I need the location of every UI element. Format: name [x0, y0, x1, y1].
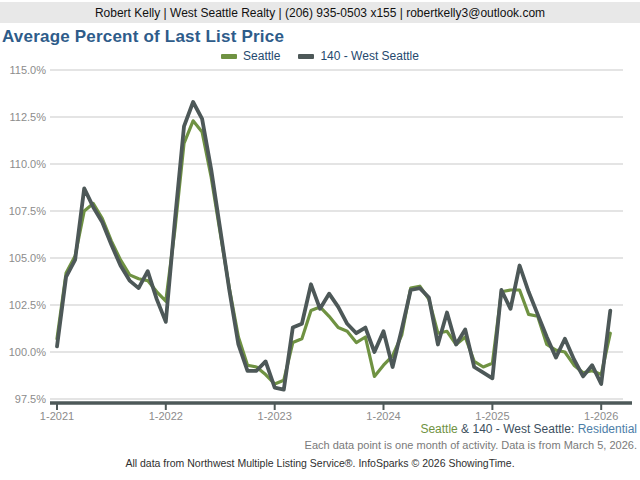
gridlines-and-yaxis: 115.0% 112.5% 110.0% 107.5% 105.0% 102.5% 100.… — [9, 64, 623, 405]
svg-text:1-2025: 1-2025 — [475, 410, 509, 422]
attribution-area: 140 - West Seattle: — [472, 422, 574, 436]
svg-text:1-2023: 1-2023 — [258, 410, 292, 422]
svg-text:1-2021: 1-2021 — [40, 410, 74, 422]
svg-text:100.0%: 100.0% — [9, 346, 47, 358]
chart-attribution: Seattle & 140 - West Seattle: Residentia… — [420, 422, 637, 436]
svg-text:107.5%: 107.5% — [9, 205, 47, 217]
attribution-amp: & — [458, 422, 473, 436]
svg-text:102.5%: 102.5% — [9, 299, 47, 311]
copyright-credit: All data from Northwest Multiple Listing… — [0, 457, 640, 469]
series-line-west-seattle — [57, 102, 610, 390]
svg-text:97.5%: 97.5% — [15, 393, 46, 405]
data-note: Each data point is one month of activity… — [305, 439, 637, 451]
page-title: Average Percent of Last List Price — [2, 27, 284, 47]
attribution-seattle: Seattle — [420, 422, 457, 436]
contact-header-text: Robert Kelly | West Seattle Realty | (20… — [95, 6, 545, 20]
svg-text:1-2026: 1-2026 — [584, 410, 618, 422]
svg-text:1-2022: 1-2022 — [149, 410, 183, 422]
svg-text:112.5%: 112.5% — [10, 111, 47, 123]
attribution-property-type: Residential — [574, 422, 637, 436]
svg-text:115.0%: 115.0% — [10, 64, 47, 76]
x-axis: 1-2021 1-2022 1-2023 1-2024 1-2025 1-2026 — [40, 403, 632, 422]
svg-text:110.0%: 110.0% — [10, 158, 47, 170]
series-line-seattle — [57, 121, 610, 384]
svg-text:105.0%: 105.0% — [9, 252, 47, 264]
chart-canvas[interactable]: 115.0% 112.5% 110.0% 107.5% 105.0% 102.5% 100.… — [0, 58, 640, 426]
contact-header-bar: Robert Kelly | West Seattle Realty | (20… — [0, 2, 640, 23]
svg-text:1-2024: 1-2024 — [366, 410, 400, 422]
